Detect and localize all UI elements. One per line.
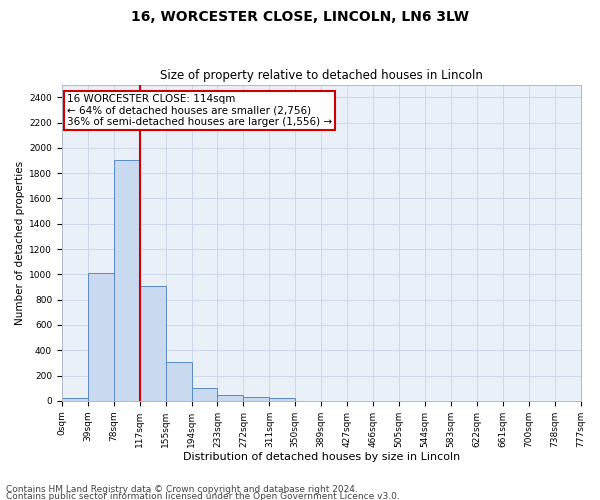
Bar bbox=[269, 398, 295, 401]
Bar bbox=[88, 273, 114, 401]
Bar bbox=[140, 286, 166, 401]
Text: Contains HM Land Registry data © Crown copyright and database right 2024.: Contains HM Land Registry data © Crown c… bbox=[6, 486, 358, 494]
Bar bbox=[166, 362, 191, 401]
Bar bbox=[62, 398, 88, 401]
Bar bbox=[114, 160, 140, 401]
Text: Contains public sector information licensed under the Open Government Licence v3: Contains public sector information licen… bbox=[6, 492, 400, 500]
Bar bbox=[244, 397, 269, 401]
Text: 16 WORCESTER CLOSE: 114sqm
← 64% of detached houses are smaller (2,756)
36% of s: 16 WORCESTER CLOSE: 114sqm ← 64% of deta… bbox=[67, 94, 332, 127]
Text: 16, WORCESTER CLOSE, LINCOLN, LN6 3LW: 16, WORCESTER CLOSE, LINCOLN, LN6 3LW bbox=[131, 10, 469, 24]
Bar bbox=[191, 388, 217, 401]
Bar bbox=[217, 394, 244, 401]
Title: Size of property relative to detached houses in Lincoln: Size of property relative to detached ho… bbox=[160, 69, 482, 82]
X-axis label: Distribution of detached houses by size in Lincoln: Distribution of detached houses by size … bbox=[182, 452, 460, 462]
Y-axis label: Number of detached properties: Number of detached properties bbox=[15, 160, 25, 325]
